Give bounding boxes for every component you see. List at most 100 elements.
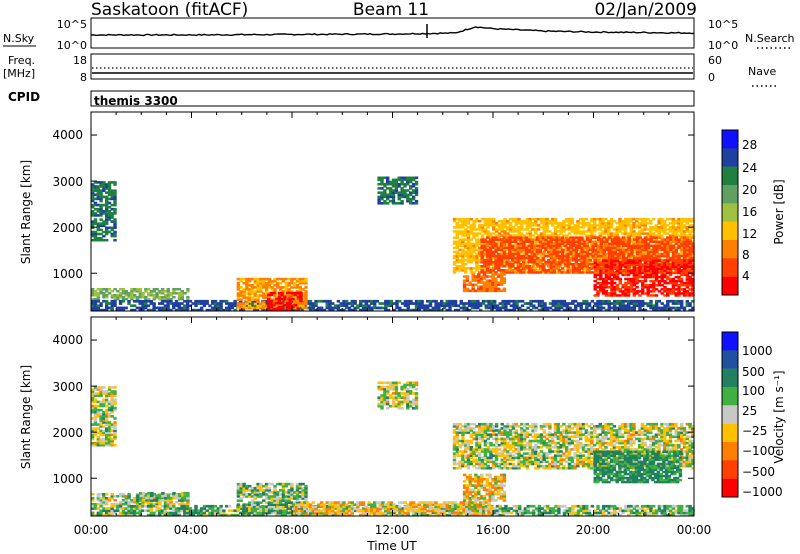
power-cell bbox=[262, 279, 266, 283]
power-cell bbox=[138, 302, 142, 305]
power-cell bbox=[293, 281, 297, 285]
power-cell bbox=[113, 304, 117, 308]
power-cell bbox=[172, 290, 176, 293]
power-cell bbox=[624, 242, 629, 245]
power-cell bbox=[301, 306, 305, 310]
power-cell bbox=[688, 281, 692, 285]
power-cell bbox=[509, 304, 514, 308]
power-cell bbox=[124, 290, 128, 293]
power-cell bbox=[688, 277, 692, 281]
power-cell bbox=[488, 242, 493, 245]
power-cell bbox=[516, 263, 520, 266]
power-cell bbox=[613, 273, 617, 277]
power-cell bbox=[130, 304, 134, 308]
power-cell bbox=[615, 302, 620, 305]
power-cell bbox=[635, 275, 639, 279]
power-cell bbox=[278, 304, 283, 308]
power-cell bbox=[635, 246, 640, 250]
power-cell bbox=[531, 217, 535, 221]
power-cell bbox=[91, 302, 95, 305]
freq-left-tick-bottom: 8 bbox=[80, 71, 87, 84]
power-cell bbox=[414, 199, 419, 203]
power-cell bbox=[560, 304, 564, 308]
power-cell bbox=[635, 286, 639, 289]
power-cell bbox=[273, 284, 277, 287]
power-cell bbox=[652, 259, 656, 262]
power-cell bbox=[93, 181, 98, 184]
power-cell bbox=[494, 256, 498, 260]
power-cell bbox=[503, 230, 507, 233]
power-cell bbox=[177, 308, 181, 312]
velocity-cell bbox=[99, 392, 103, 395]
power-cell bbox=[655, 250, 659, 254]
power-cell bbox=[160, 302, 165, 305]
power-cell bbox=[536, 240, 541, 243]
power-cell bbox=[299, 295, 303, 299]
power-cell bbox=[99, 207, 103, 211]
power-cell bbox=[534, 228, 538, 231]
power-cell bbox=[588, 252, 592, 256]
power-cell bbox=[669, 236, 673, 239]
power-cell bbox=[161, 292, 165, 295]
power-cell bbox=[370, 302, 374, 305]
power-cell bbox=[542, 232, 546, 235]
power-cell bbox=[599, 302, 603, 305]
power-cell bbox=[525, 271, 530, 274]
power-cell bbox=[558, 250, 562, 254]
power-cell bbox=[657, 244, 662, 248]
power-cell bbox=[601, 259, 606, 262]
power-cell bbox=[680, 238, 684, 241]
power-cell bbox=[657, 217, 661, 221]
power-cell bbox=[595, 224, 600, 227]
power-cell bbox=[604, 232, 608, 235]
power-cell bbox=[388, 187, 393, 190]
power-cell bbox=[506, 252, 510, 256]
power-cell bbox=[674, 263, 678, 266]
power-cell bbox=[585, 271, 590, 274]
power-cell bbox=[525, 228, 530, 231]
power-cell bbox=[239, 286, 243, 289]
power-cell bbox=[558, 254, 562, 258]
power-cell bbox=[632, 269, 636, 273]
power-cell bbox=[538, 250, 543, 254]
power-cell bbox=[528, 222, 532, 225]
power-cell bbox=[380, 178, 384, 182]
power-cell bbox=[472, 236, 476, 239]
power-cell bbox=[598, 234, 602, 237]
power-cell bbox=[469, 228, 473, 231]
power-cell bbox=[185, 302, 190, 305]
power-cell bbox=[680, 304, 684, 308]
power-cell bbox=[458, 258, 462, 262]
power-cell bbox=[635, 220, 639, 223]
power-cell bbox=[253, 302, 257, 306]
power-cell bbox=[671, 267, 676, 271]
power-cell bbox=[593, 284, 597, 287]
power-cell bbox=[475, 256, 479, 260]
power-cell bbox=[493, 306, 497, 310]
power-cell bbox=[691, 259, 695, 262]
power-cell bbox=[674, 228, 678, 231]
power-cell bbox=[626, 250, 631, 254]
power-cell bbox=[497, 242, 502, 245]
freq-panel: Freq. [MHz] 18 8 60 0 Nave bbox=[3, 53, 776, 87]
power-cell bbox=[342, 302, 346, 305]
power-cell bbox=[584, 217, 588, 221]
power-cell bbox=[386, 187, 390, 190]
power-cell bbox=[186, 297, 190, 301]
power-cell bbox=[236, 281, 241, 285]
power-cell bbox=[680, 236, 684, 239]
power-cell bbox=[389, 302, 394, 305]
power-cell bbox=[580, 271, 584, 274]
power-cell bbox=[304, 300, 308, 304]
power-cell bbox=[492, 217, 496, 221]
power-cell bbox=[585, 248, 590, 252]
power-cell bbox=[480, 224, 485, 227]
power-cell bbox=[657, 267, 662, 271]
power-cell bbox=[635, 244, 640, 248]
power-cell bbox=[615, 275, 620, 279]
power-cell bbox=[99, 218, 103, 221]
power-cell bbox=[507, 299, 511, 303]
power-cell bbox=[483, 230, 488, 233]
power-cell bbox=[557, 304, 561, 308]
power-cell bbox=[643, 220, 647, 223]
